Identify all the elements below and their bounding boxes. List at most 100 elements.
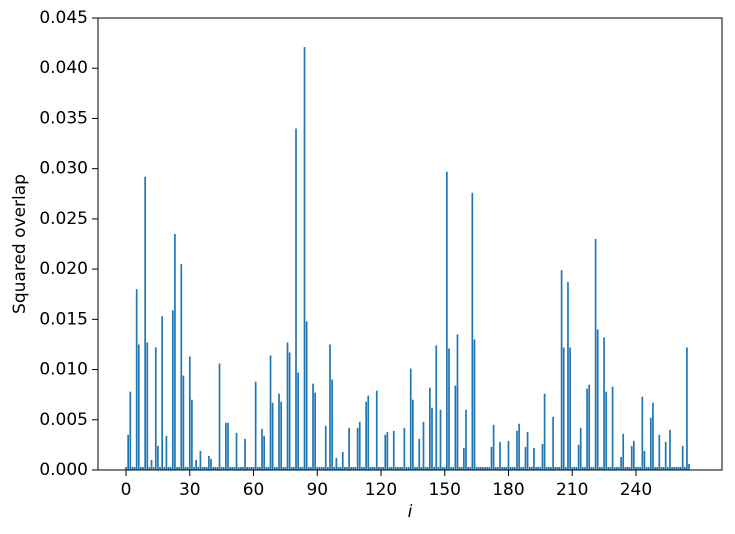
bar — [439, 409, 442, 470]
bar — [395, 466, 397, 470]
bar — [477, 466, 480, 470]
bar — [414, 466, 416, 470]
bar — [182, 375, 185, 470]
bar — [450, 466, 452, 470]
bar — [261, 428, 263, 470]
bar — [632, 440, 635, 470]
bar — [499, 441, 501, 470]
y-tick-label: 0.015 — [39, 309, 88, 329]
bar — [518, 423, 520, 470]
bar — [573, 466, 576, 470]
bar — [271, 402, 274, 470]
bar — [658, 434, 661, 470]
bar — [256, 466, 259, 470]
bar — [180, 264, 183, 470]
x-axis-label: i — [408, 502, 413, 522]
bar — [346, 466, 348, 470]
bar — [239, 466, 242, 470]
bar — [535, 466, 537, 470]
bar — [186, 466, 189, 470]
bar — [407, 466, 410, 470]
bar — [165, 435, 168, 470]
bar — [494, 466, 497, 470]
bar — [125, 466, 127, 470]
bar — [652, 402, 654, 470]
bar — [246, 466, 248, 470]
bar — [382, 466, 384, 470]
bar — [626, 466, 629, 470]
bar — [297, 372, 299, 470]
bar — [458, 466, 461, 470]
bar — [201, 466, 204, 470]
bar — [371, 466, 374, 470]
bar — [203, 466, 206, 470]
bar — [235, 432, 238, 470]
bar — [488, 466, 491, 470]
bar — [303, 47, 306, 471]
bar — [341, 451, 344, 470]
bar — [473, 339, 476, 470]
bar — [324, 425, 327, 470]
bar — [301, 466, 304, 470]
x-tick-label: 0 — [121, 480, 132, 500]
bar — [530, 466, 533, 470]
bar — [244, 438, 246, 470]
bar — [140, 466, 142, 470]
bar — [520, 466, 523, 470]
bar — [252, 466, 255, 470]
bar — [380, 466, 382, 470]
bar — [605, 391, 608, 470]
bar — [276, 466, 278, 470]
y-tick-label: 0.020 — [39, 259, 88, 279]
bar — [579, 427, 582, 470]
bar — [688, 463, 690, 470]
bar — [443, 466, 446, 470]
bar — [628, 466, 631, 470]
bar — [511, 466, 514, 470]
bar — [354, 466, 357, 470]
bar — [662, 466, 665, 470]
bar — [399, 466, 401, 470]
bar — [497, 466, 499, 470]
bar — [231, 466, 234, 470]
bar — [267, 466, 270, 470]
bar — [592, 466, 595, 470]
bar — [293, 466, 295, 470]
bar — [403, 427, 406, 470]
bar — [639, 466, 642, 470]
bar — [492, 424, 495, 470]
bar — [533, 447, 535, 470]
bar — [356, 427, 359, 470]
bar — [161, 316, 164, 470]
bar — [641, 396, 644, 470]
bar — [480, 466, 482, 470]
bar — [505, 466, 508, 470]
bar — [422, 421, 425, 470]
bar — [191, 399, 193, 470]
bar — [679, 466, 682, 470]
bar — [129, 391, 132, 470]
bar — [344, 466, 346, 470]
y-tick-label: 0.030 — [39, 159, 88, 179]
bar — [615, 466, 618, 470]
bar — [208, 455, 210, 470]
bar — [664, 441, 667, 470]
bar — [280, 401, 282, 470]
bar — [295, 128, 297, 470]
bar — [598, 466, 601, 470]
bar — [273, 466, 276, 470]
bar — [214, 466, 217, 470]
bar — [412, 399, 414, 470]
bar — [254, 381, 257, 470]
bar — [482, 466, 484, 470]
bar — [441, 466, 444, 470]
bar — [456, 334, 459, 470]
bar — [305, 321, 308, 470]
bar — [594, 238, 597, 470]
bar — [352, 466, 355, 470]
bar — [135, 289, 138, 470]
bar — [144, 176, 147, 471]
bar — [146, 342, 149, 470]
bar — [242, 466, 244, 470]
